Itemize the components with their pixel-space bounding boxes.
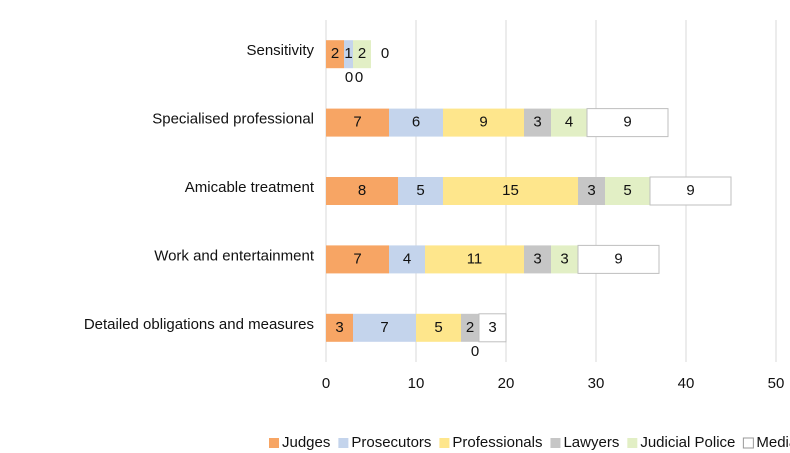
legend-label: Judges	[282, 434, 330, 451]
bar-segment	[398, 177, 443, 205]
data-label: 8	[358, 182, 366, 199]
bar-segment	[326, 313, 353, 342]
y-tick-label: Specialised professional	[152, 111, 314, 128]
bar-segment	[443, 177, 578, 205]
legend-swatch	[627, 438, 638, 448]
data-label: 6	[412, 114, 420, 131]
x-tick-label: 0	[322, 375, 330, 392]
data-label: 7	[380, 319, 388, 336]
data-label: 9	[623, 114, 631, 131]
bar-segment	[649, 176, 732, 206]
bar-segment	[326, 245, 389, 274]
data-label: 9	[614, 250, 622, 267]
data-label: 5	[416, 182, 424, 199]
data-label: 7	[353, 250, 361, 267]
bar-segment	[524, 108, 551, 137]
y-tick-label: Work and entertainment	[154, 247, 315, 264]
data-label: 3	[560, 250, 568, 267]
bar-segment	[551, 108, 587, 137]
bar-segment	[443, 108, 524, 137]
data-label: 1	[344, 45, 352, 62]
bar-segment	[577, 244, 660, 274]
bar-segment	[326, 108, 389, 137]
bar-segment	[389, 245, 425, 274]
x-tick-label: 40	[678, 375, 695, 392]
x-tick-label: 50	[768, 375, 785, 392]
data-label: 7	[353, 114, 361, 131]
data-label: 0	[355, 69, 363, 86]
data-label: 4	[565, 114, 573, 131]
y-tick-label: Detailed obligations and measures	[84, 316, 314, 333]
data-label: 15	[502, 182, 519, 199]
y-tick-label: Amicable treatment	[185, 179, 315, 196]
x-tick-label: 10	[408, 375, 425, 392]
bar-segment	[578, 177, 605, 205]
legend-swatch	[269, 438, 279, 448]
bar-segment	[389, 108, 443, 137]
x-tick-label: 20	[498, 375, 515, 392]
legend-label: Mediators	[756, 434, 790, 451]
data-label: 3	[488, 319, 496, 336]
legend-swatch	[439, 438, 450, 448]
data-label: 2	[331, 45, 339, 62]
bar-segment	[353, 313, 416, 342]
data-label: 0	[471, 343, 479, 360]
bar-segment	[551, 245, 578, 274]
legend-swatch	[742, 437, 754, 449]
bar-segment	[605, 177, 650, 205]
legend-label: Lawyers	[563, 434, 619, 451]
bar-segment	[353, 40, 371, 69]
legend-swatch	[338, 438, 349, 448]
bar-segment	[326, 40, 344, 69]
bar-segment	[425, 245, 524, 274]
legend-label: Professionals	[452, 434, 542, 451]
data-label: 11	[467, 250, 483, 267]
data-label: 3	[335, 319, 343, 336]
bar-segment	[524, 245, 551, 274]
legend-swatch	[550, 438, 561, 448]
bar-segment	[326, 177, 398, 205]
bar-segment	[461, 313, 479, 342]
legend-label: Prosecutors	[351, 434, 431, 451]
data-label: 4	[403, 250, 411, 267]
data-label: 9	[479, 114, 487, 131]
data-label: 9	[686, 182, 694, 199]
data-label: 5	[623, 182, 631, 199]
data-label: 0	[345, 69, 353, 86]
bar-segment	[416, 313, 461, 342]
y-tick-label: Sensitivity	[246, 42, 314, 59]
data-label: 0	[381, 45, 389, 62]
data-label: 2	[358, 45, 366, 62]
bar-segment	[344, 40, 353, 69]
data-label: 5	[434, 319, 442, 336]
bar-segment	[478, 313, 507, 343]
data-label: 3	[587, 182, 595, 199]
data-label: 2	[466, 319, 474, 336]
data-label: 3	[533, 250, 541, 267]
bar-segment	[586, 108, 669, 138]
legend-label: Judicial Police	[640, 434, 735, 451]
x-tick-label: 30	[588, 375, 605, 392]
data-label: 3	[533, 114, 541, 131]
